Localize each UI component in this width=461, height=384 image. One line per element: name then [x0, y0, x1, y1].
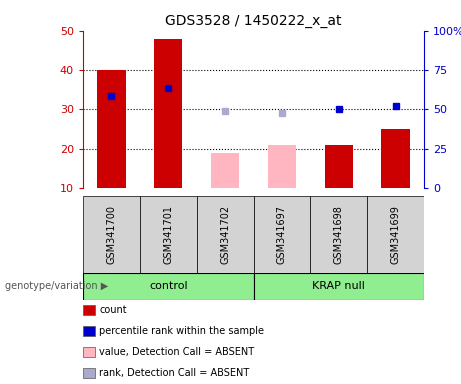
Bar	[197, 196, 254, 273]
Text: GSM341698: GSM341698	[334, 205, 344, 264]
Bar	[268, 145, 296, 188]
Bar	[83, 273, 254, 300]
Text: rank, Detection Call = ABSENT: rank, Detection Call = ABSENT	[99, 368, 249, 379]
Text: GSM341700: GSM341700	[106, 205, 117, 264]
Bar	[254, 273, 424, 300]
Text: control: control	[149, 281, 188, 291]
Bar	[310, 196, 367, 273]
Text: GSM341699: GSM341699	[390, 205, 401, 264]
Bar	[83, 196, 140, 273]
Bar	[254, 196, 310, 273]
Text: GSM341701: GSM341701	[163, 205, 173, 264]
Title: GDS3528 / 1450222_x_at: GDS3528 / 1450222_x_at	[165, 14, 342, 28]
Bar	[211, 153, 239, 188]
Bar	[381, 129, 410, 188]
Text: count: count	[99, 305, 127, 315]
Bar	[325, 145, 353, 188]
Bar	[367, 196, 424, 273]
Bar	[154, 38, 183, 188]
Bar	[97, 70, 125, 188]
Text: GSM341697: GSM341697	[277, 205, 287, 264]
Text: KRAP null: KRAP null	[313, 281, 365, 291]
Text: genotype/variation ▶: genotype/variation ▶	[5, 281, 108, 291]
Text: GSM341702: GSM341702	[220, 205, 230, 264]
Bar	[140, 196, 197, 273]
Text: percentile rank within the sample: percentile rank within the sample	[99, 326, 264, 336]
Text: value, Detection Call = ABSENT: value, Detection Call = ABSENT	[99, 347, 254, 358]
